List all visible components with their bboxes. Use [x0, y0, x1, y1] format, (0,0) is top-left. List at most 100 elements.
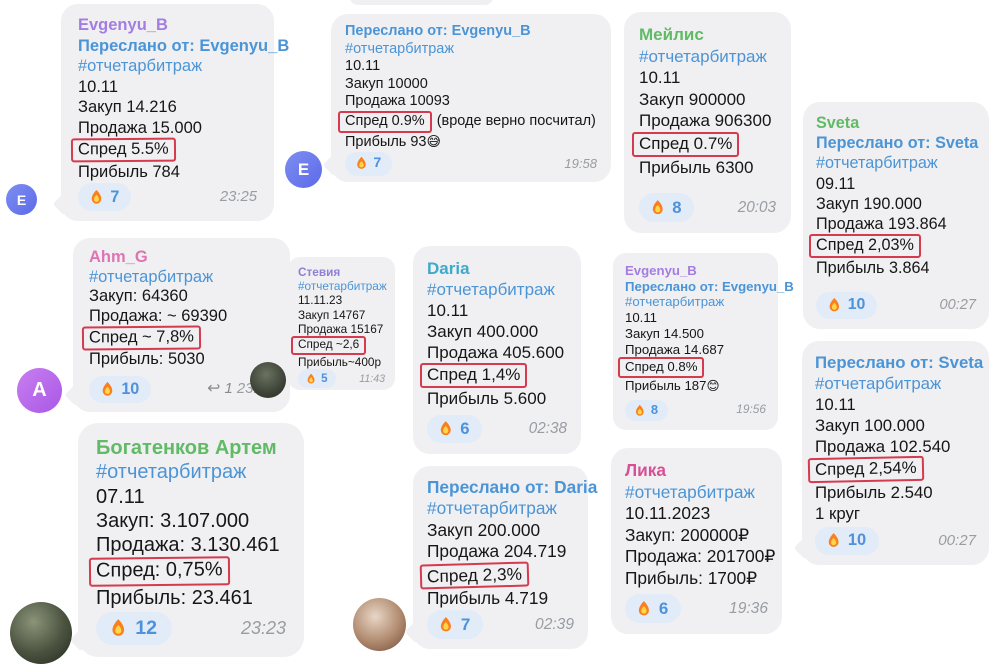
sender-name[interactable]: Стевия — [298, 265, 341, 279]
avatar-letter-a[interactable]: A — [17, 368, 62, 413]
message-line: Продажа 405.600 — [427, 342, 567, 363]
message-card: Переслано от: Sveta #отчетарбитраж 10.11 За… — [802, 341, 989, 565]
hashtag-link[interactable]: #отчетарбитраж — [427, 498, 557, 519]
line-text: Продажа 102.540 — [815, 437, 951, 456]
message-line: Прибыль 187😊 — [625, 378, 766, 395]
sender-name[interactable]: Лика — [625, 460, 667, 480]
message-line: Закуп: 3.107.000 — [96, 509, 286, 533]
fire-icon — [635, 404, 644, 416]
hashtag-link[interactable]: #отчетарбитраж — [815, 374, 942, 393]
message-card: Daria #отчетарбитраж 10.11 Закуп 400.000 Про… — [413, 246, 581, 454]
fire-icon — [652, 199, 663, 214]
message-card: Sveta Переслано от: Sveta #отчетарбитраж 09… — [803, 102, 989, 329]
reaction-count: 6 — [460, 419, 470, 439]
line-text: Закуп 100.000 — [815, 416, 925, 435]
message-line: Спред 1,4% — [420, 363, 567, 389]
reaction-pill[interactable]: 10 — [815, 526, 879, 555]
reaction-count: 7 — [373, 154, 382, 171]
line-text: Прибыль 93 — [345, 134, 427, 151]
reaction-pill[interactable]: 8 — [639, 193, 695, 222]
message-line: 10.11 — [625, 310, 766, 326]
line-text: 1 круг — [815, 503, 860, 523]
sender-name[interactable]: Sveta — [816, 114, 860, 132]
reaction-count: 10 — [847, 296, 866, 314]
avatar-photo[interactable] — [353, 598, 406, 651]
line-text: Прибыль 784 — [78, 163, 180, 182]
reaction-pill[interactable]: 7 — [78, 183, 132, 211]
hashtag-link[interactable]: #отчетарбитраж — [89, 267, 214, 286]
timestamp: 02:38 — [528, 420, 567, 438]
fire-icon — [829, 298, 839, 312]
reaction-pill[interactable]: 6 — [427, 414, 483, 443]
sender-name[interactable]: Evgenyu_B — [78, 16, 168, 34]
avatar-letter-e[interactable]: E — [6, 184, 37, 215]
reaction-pill[interactable]: 6 — [625, 593, 682, 623]
forwarded-from-link[interactable]: Переслано от: Evgenyu_B — [345, 23, 531, 39]
line-text: 11.11.23 — [298, 293, 343, 308]
message-line: Продажа 15167 — [298, 322, 385, 336]
line-text: Закуп: 64360 — [89, 287, 188, 305]
sender-name[interactable]: Мейлис — [639, 25, 704, 44]
message-line: 1 круг — [815, 503, 976, 524]
timestamp: 19:58 — [564, 155, 597, 171]
message-footer: 5 11:43 — [298, 369, 385, 389]
spread-highlight-box: Спред ~2,6 — [291, 336, 367, 355]
forwarded-from-link[interactable]: Переслано от: Daria — [427, 477, 598, 497]
message-line: Закуп 14767 — [298, 308, 385, 322]
message-line: Продажа 15.000 — [78, 118, 257, 139]
reaction-count: 10 — [121, 379, 140, 398]
message-footer: 7 23:25 — [78, 183, 257, 211]
message-footer: 8 20:03 — [639, 193, 776, 222]
hashtag-link[interactable]: #отчетарбитраж — [625, 481, 755, 502]
reaction-count: 6 — [658, 598, 669, 618]
timestamp: 20:03 — [737, 198, 776, 216]
sender-name[interactable]: Daria — [427, 259, 470, 278]
reaction-pill[interactable]: 10 — [816, 291, 878, 319]
message-footer: 7 02:39 — [427, 610, 574, 639]
line-text: Прибыль: 1700₽ — [625, 567, 758, 588]
hashtag-link[interactable]: #отчетарбитраж — [639, 46, 767, 66]
hashtag-link[interactable]: #отчетарбитраж — [427, 280, 555, 299]
message-card: Мейлис #отчетарбитраж 10.11 Закуп 900000 Про… — [624, 12, 791, 233]
message-line: Прибыль 4.719 — [427, 588, 574, 609]
line-text: 10.11 — [625, 310, 658, 326]
message-footer: 6 02:38 — [427, 414, 567, 443]
forwarded-from-link[interactable]: Переслано от: Evgenyu_B — [78, 36, 290, 55]
line-text: Закуп 190.000 — [816, 194, 922, 213]
forwarded-from-link[interactable]: Переслано от: Sveta — [816, 134, 979, 153]
avatar-letter-e[interactable]: E — [285, 151, 322, 188]
line-text: Прибыль 2.540 — [815, 482, 933, 502]
spread-highlight-box: Спред 2,54% — [807, 455, 924, 484]
smiley-emoji: 😅 — [426, 134, 441, 150]
forwarded-from-link[interactable]: Переслано от: Sveta — [815, 353, 984, 372]
reaction-pill[interactable]: 8 — [625, 399, 668, 421]
reaction-pill[interactable]: 10 — [89, 376, 152, 403]
forwarded-from-link[interactable]: Переслано от: Evgenyu_B — [625, 278, 794, 294]
reaction-count: 10 — [847, 531, 867, 550]
reaction-pill[interactable]: 7 — [427, 610, 484, 639]
reaction-pill[interactable]: 5 — [298, 369, 337, 389]
sender-name[interactable]: Evgenyu_B — [625, 263, 697, 278]
line-text: Продажа 405.600 — [427, 343, 565, 362]
hashtag-link[interactable]: #отчетарбитраж — [345, 40, 455, 57]
hashtag-link[interactable]: #отчетарбитраж — [78, 57, 203, 75]
sender-name[interactable]: Ahm_G — [89, 248, 148, 266]
sender-name[interactable]: Богатенков Артем — [96, 437, 277, 459]
message-line: Продажа 204.719 — [427, 541, 574, 562]
hashtag-link[interactable]: #отчетарбитраж — [96, 461, 247, 484]
hashtag-link[interactable]: #отчетарбитраж — [625, 294, 725, 310]
spread-highlight-box: Спред 0.9% — [338, 110, 432, 134]
reaction-pill[interactable]: 7 — [345, 151, 392, 176]
avatar-photo[interactable] — [250, 362, 286, 398]
hashtag-link[interactable]: #отчетарбитраж — [816, 154, 938, 173]
line-text: Продажа: 201700₽ — [625, 546, 776, 567]
line-text: 10.11 — [427, 301, 469, 320]
reaction-pill[interactable]: 12 — [96, 612, 172, 645]
fire-icon — [112, 619, 124, 637]
line-text: Прибыль: 23.461 — [96, 587, 253, 610]
hashtag-link[interactable]: #отчетарбитраж — [298, 279, 387, 294]
message-card: Стевия #отчетарбитраж 11.11.23 Закуп 14767 П… — [288, 257, 395, 390]
line-text: Прибыль 3.864 — [816, 259, 930, 278]
avatar-photo[interactable] — [10, 602, 72, 664]
